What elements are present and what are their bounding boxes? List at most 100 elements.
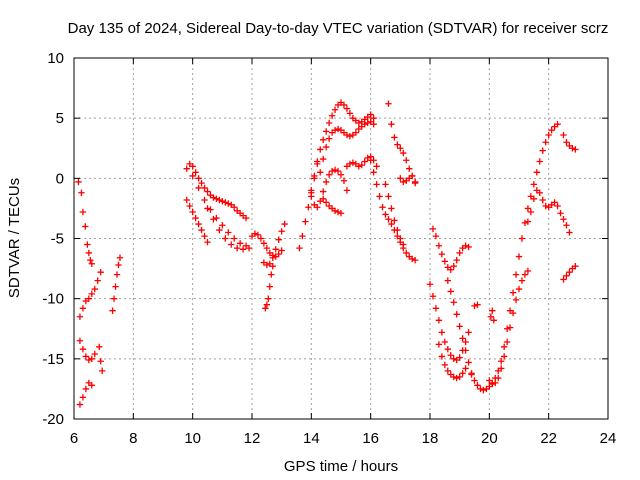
data-point (299, 232, 306, 240)
series-arc-ae (487, 307, 497, 324)
data-point (411, 256, 419, 264)
data-point (498, 358, 505, 365)
data-point (397, 235, 404, 242)
data-point (521, 219, 529, 227)
data-point (308, 187, 315, 194)
x-tick-label: 22 (540, 430, 557, 447)
data-point (328, 112, 336, 119)
data-point (116, 254, 124, 261)
data-point (447, 266, 454, 273)
data-point (542, 202, 549, 210)
data-point (388, 220, 395, 228)
y-tick-label: -15 (42, 351, 64, 368)
data-point (87, 256, 94, 264)
data-point (233, 244, 241, 252)
data-point (450, 262, 457, 270)
data-point (474, 382, 481, 389)
data-point (88, 290, 95, 298)
data-point (465, 359, 472, 366)
x-tick-label: 24 (600, 430, 617, 447)
data-point (503, 325, 511, 332)
data-point (400, 178, 407, 186)
axis-ticks: 6 8 10 12 14 16 18 20 22 24 -20 -15 -10 -5 0 5 10 (42, 50, 616, 447)
data-point (506, 324, 514, 331)
data-point (385, 100, 392, 107)
data-point (272, 246, 279, 253)
y-tick-label: 10 (47, 50, 64, 67)
data-point (216, 196, 223, 204)
data-point (450, 373, 457, 381)
data-point (480, 386, 487, 394)
data-point (231, 235, 238, 242)
series-arc-v (382, 181, 407, 248)
series-arc-ad (471, 301, 481, 310)
data-point (325, 119, 333, 127)
data-point (533, 169, 540, 176)
data-point (385, 216, 392, 223)
data-point (406, 165, 413, 172)
data-point (569, 145, 576, 152)
data-point (441, 338, 449, 346)
data-point (400, 241, 407, 248)
data-point (85, 356, 93, 364)
series-arc-k (260, 220, 288, 269)
data-point (563, 272, 570, 280)
data-point (500, 353, 508, 360)
data-point (358, 161, 365, 169)
data-point (468, 370, 475, 377)
data-point (262, 305, 269, 312)
data-point (325, 171, 333, 178)
y-tick-label: 5 (56, 110, 64, 127)
series-arc-x (426, 281, 472, 364)
series-arc-u (397, 172, 419, 186)
data-point (456, 249, 463, 257)
y-tick-label: -10 (42, 291, 64, 308)
data-point (563, 222, 570, 229)
y-tick-label: 0 (56, 170, 64, 187)
data-point (331, 106, 339, 113)
data-point (379, 204, 386, 211)
data-point (518, 235, 526, 242)
data-point (278, 247, 285, 254)
data-point (78, 189, 85, 196)
data-point (572, 262, 579, 270)
data-point (370, 114, 377, 122)
data-point (201, 196, 208, 204)
data-point (361, 120, 368, 128)
data-point (322, 199, 330, 206)
data-point (382, 181, 389, 188)
data-point (557, 210, 564, 217)
data-point (373, 181, 380, 188)
data-point (195, 184, 202, 192)
data-point (394, 141, 401, 148)
series-arc-ah (560, 262, 579, 283)
data-point (438, 353, 446, 360)
data-point (207, 206, 214, 213)
data-point (265, 295, 272, 302)
data-point (456, 373, 463, 381)
series-arc-c (76, 379, 95, 408)
data-point (186, 202, 193, 210)
data-point (328, 167, 336, 175)
data-point (471, 302, 478, 310)
data-point (76, 337, 84, 344)
data-point (435, 242, 443, 249)
data-point (269, 262, 276, 270)
x-tick-label: 6 (70, 430, 78, 447)
data-point (367, 111, 374, 118)
data-point (331, 207, 339, 215)
data-point (76, 313, 84, 320)
data-point (242, 214, 250, 222)
y-tick-label: -5 (51, 231, 64, 248)
data-point (429, 293, 437, 300)
data-point (385, 193, 392, 200)
data-point (201, 184, 208, 192)
data-point (554, 120, 561, 128)
data-point (84, 241, 91, 248)
data-point (462, 338, 469, 346)
data-point (88, 382, 95, 389)
series-arc-a-upper (75, 178, 95, 267)
data-point (382, 211, 389, 218)
data-point (260, 240, 268, 247)
